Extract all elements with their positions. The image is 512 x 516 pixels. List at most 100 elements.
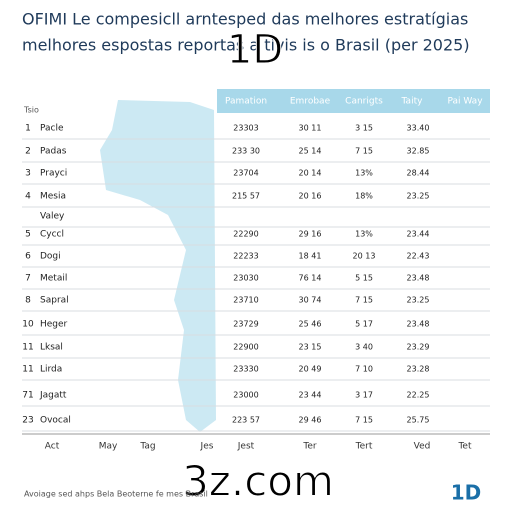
axis-label: Ved — [414, 442, 431, 452]
rank: 2 — [25, 147, 31, 157]
cell: 25 46 — [299, 320, 322, 329]
cell: 3 40 — [355, 343, 373, 352]
name: Metail — [40, 274, 67, 284]
rank: 1 — [25, 124, 31, 134]
name: Mesia — [40, 192, 66, 202]
name: Valey — [40, 212, 65, 222]
cell: 18% — [355, 192, 373, 201]
name: Prayci — [40, 169, 67, 179]
name: Heger — [40, 320, 68, 330]
name: Cyccl — [40, 230, 64, 240]
axis-label: Act — [45, 442, 60, 452]
cell: 5 15 — [355, 274, 373, 283]
axis-label: May — [99, 442, 118, 452]
name: Lksal — [40, 343, 63, 353]
cell: 30 74 — [299, 296, 322, 305]
cell: 25.75 — [407, 416, 430, 425]
cell: 13% — [355, 169, 373, 178]
cell: 23000 — [233, 391, 258, 400]
column-header: Pamation — [225, 97, 267, 107]
axis-label: Ter — [302, 442, 317, 452]
cell: 33.40 — [407, 124, 430, 133]
cell: 22290 — [233, 230, 258, 239]
cell: 23704 — [233, 169, 258, 178]
footer-text: Avoiage sed ahps Bela Beoterne fe mes Br… — [24, 490, 208, 499]
cell: 7 15 — [355, 296, 373, 305]
cell: 20 14 — [299, 169, 322, 178]
rank: 5 — [25, 230, 31, 240]
watermark: 1D — [227, 27, 283, 73]
name: Padas — [40, 147, 67, 157]
name: Ovocal — [40, 416, 71, 426]
cell: 23.25 — [407, 192, 430, 201]
cell: 23 15 — [299, 343, 322, 352]
map-shape — [100, 100, 216, 432]
axis-label: Tag — [139, 442, 155, 452]
cell: 30 11 — [299, 124, 322, 133]
cell: 23.28 — [407, 365, 430, 374]
cell: 76 14 — [299, 274, 322, 283]
rank: 71 — [22, 391, 33, 401]
cell: 28.44 — [407, 169, 430, 178]
cell: 7 15 — [355, 416, 373, 425]
cell: 23.48 — [407, 320, 430, 329]
cell: 223 57 — [232, 416, 260, 425]
cell: 29 16 — [299, 230, 322, 239]
cell: 7 15 — [355, 147, 373, 156]
cell: 23.25 — [407, 296, 430, 305]
cell: 25 14 — [299, 147, 322, 156]
name: Lirda — [40, 365, 62, 375]
cell: 3 17 — [355, 391, 373, 400]
cell: 23.29 — [407, 343, 430, 352]
axis-label: Jes — [200, 442, 214, 452]
cell: 5 17 — [355, 320, 373, 329]
column-header: Pai Way — [447, 97, 483, 107]
rank: 6 — [25, 252, 31, 262]
rank: 8 — [25, 296, 31, 306]
axis-label: Tet — [457, 442, 472, 452]
title-line: melhores espostas reportas a tivis is o … — [22, 36, 470, 55]
column-header: Emrobae — [290, 97, 331, 107]
title-line: OFIMI Le compesicll arntesped das melhor… — [22, 10, 468, 29]
cell: 18 41 — [299, 252, 322, 261]
rank: 10 — [22, 320, 34, 330]
cell: 29 46 — [299, 416, 322, 425]
cell: 23303 — [233, 124, 258, 133]
cell: 22233 — [233, 252, 258, 261]
rank: 11 — [22, 365, 33, 375]
corner-label: Tsio — [23, 106, 39, 115]
name: Jagatt — [39, 391, 67, 401]
rank: 7 — [25, 274, 31, 284]
cell: 32.85 — [407, 147, 430, 156]
cell: 23 44 — [299, 391, 322, 400]
header-band — [217, 89, 490, 113]
name: Sapral — [40, 296, 69, 306]
cell: 23330 — [233, 365, 258, 374]
name: Dogi — [40, 252, 61, 262]
cell: 7 10 — [355, 365, 373, 374]
cell: 215 57 — [232, 192, 260, 201]
rank: 11 — [22, 343, 33, 353]
cell: 22.43 — [407, 252, 430, 261]
cell: 22900 — [233, 343, 258, 352]
cell: 23.48 — [407, 274, 430, 283]
cell: 13% — [355, 230, 373, 239]
watermark: 3z.com — [182, 457, 334, 506]
cell: 20 49 — [299, 365, 322, 374]
rank: 4 — [25, 192, 31, 202]
axis-label: Tert — [355, 442, 373, 452]
cell: 23.44 — [407, 230, 430, 239]
logo: 1D — [451, 481, 482, 505]
cell: 3 15 — [355, 124, 373, 133]
name: Pacle — [40, 124, 64, 134]
column-header: Taity — [401, 97, 424, 107]
cell: 20 16 — [299, 192, 322, 201]
cell: 23030 — [233, 274, 258, 283]
cell: 22.25 — [407, 391, 430, 400]
cell: 20 13 — [353, 252, 376, 261]
axis-label: Jest — [237, 442, 255, 452]
cell: 23710 — [233, 296, 258, 305]
rank: 3 — [25, 169, 31, 179]
